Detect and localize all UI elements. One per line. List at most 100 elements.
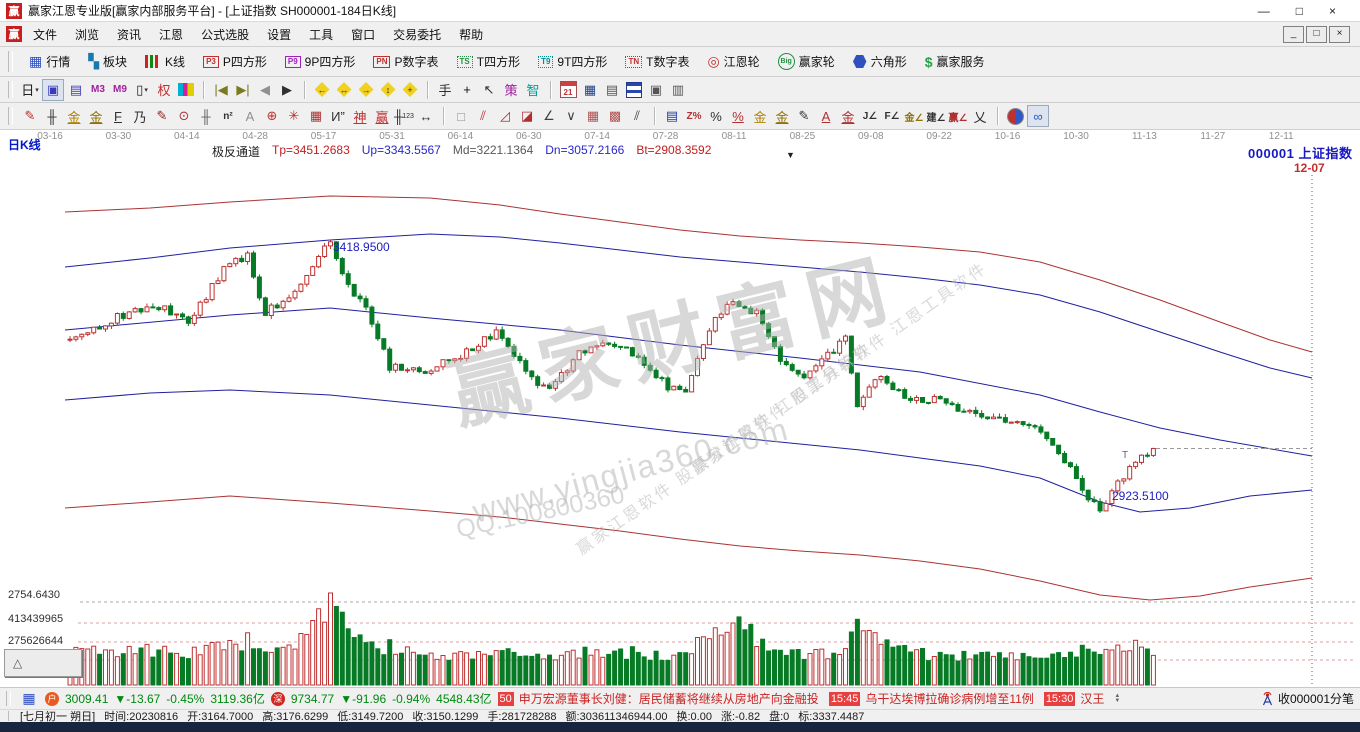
zoom-vertical-button[interactable]: ↕ [378, 80, 398, 100]
percent-tool[interactable]: % [710, 108, 722, 124]
quotes-grid-icon[interactable]: ▦ [22, 690, 36, 706]
arc-square-tool[interactable]: ◪ [520, 108, 534, 123]
pen-tool[interactable]: ✎ [24, 108, 36, 123]
wave-9-icon[interactable]: M9 [113, 84, 127, 95]
minimize-button[interactable]: — [1257, 3, 1270, 18]
menu-item-设置[interactable]: 设置 [267, 27, 292, 42]
color-chart-icon[interactable] [176, 80, 196, 100]
text-tool[interactable]: A [245, 108, 255, 124]
menu-item-交易委托[interactable]: 交易委托 [393, 27, 442, 42]
news-scroll-buttons[interactable]: ▲ ▼ [1114, 692, 1121, 704]
pen2-tool[interactable]: ✎ [798, 108, 810, 123]
menu-item-浏览[interactable]: 浏览 [75, 27, 100, 42]
period-day-selector[interactable]: 日 ▾ [21, 83, 39, 98]
ying-fence-tool[interactable]: 赢 [375, 109, 389, 125]
news-ticker[interactable]: 50 申万宏源董事长刘健：居民储蓄将继续从房地产向金融投 15:45 乌干达埃博拉确诊… [497, 690, 1105, 707]
scroll-down-icon[interactable]: ▼ [1114, 697, 1121, 704]
vee-tool[interactable]: ∨ [566, 108, 576, 123]
t-number-table-button[interactable]: TN T数字表 [618, 51, 696, 72]
kline-button[interactable]: K线 [138, 51, 192, 72]
gann-box-tool[interactable]: ▤ [665, 108, 679, 123]
f-fence-tool[interactable]: F [114, 108, 122, 124]
t9-square-button[interactable]: T9 9T四方形 [531, 51, 614, 72]
x-angle-tool[interactable]: 乂 [973, 109, 987, 125]
gann-wheel-button[interactable]: ◎ 江恩轮 [700, 51, 766, 72]
hexagon-button[interactable]: 六角形 [846, 51, 914, 72]
menu-item-文件[interactable]: 文件 [33, 27, 58, 42]
parallel-tool[interactable]: ⫽ [634, 108, 640, 123]
print-icon[interactable]: ▥ [671, 81, 685, 97]
expand-pane-button[interactable]: △ [4, 649, 82, 677]
news-headline[interactable]: 汉王 [1080, 692, 1105, 706]
winner-service-button[interactable]: $ 赢家服务 [918, 51, 992, 72]
crosshair-circle-tool[interactable]: ⊕ [266, 108, 278, 123]
close-button[interactable]: × [1328, 3, 1336, 18]
jian-angle-tool[interactable]: 建∠ [926, 112, 946, 124]
kline-chart-svg[interactable] [0, 130, 1360, 687]
angle-tool[interactable]: ∠ [543, 108, 555, 123]
news-item[interactable]: 15:30 汉王 [1043, 690, 1105, 707]
kline-chart-area[interactable]: 赢家财富网 www.yingjia360.com QQ:100800360 赢家… [0, 130, 1360, 687]
ying-angle-tool[interactable]: 赢∠ [948, 112, 968, 124]
comb-tool[interactable]: ╫ [201, 108, 211, 124]
notepad-icon[interactable]: ▤ [605, 81, 619, 97]
p9-square-button[interactable]: P9 9P四方形 [278, 51, 362, 72]
gold-fence-tool[interactable]: 金 [67, 109, 81, 125]
f-angle-tool[interactable]: F∠ [884, 110, 900, 122]
percent-line-tool[interactable]: % [732, 108, 744, 124]
jump-end-button[interactable]: ▶| [236, 81, 250, 97]
candle-style-selector[interactable]: ▯ ▾ [136, 81, 148, 97]
brush-tool[interactable]: ✎ [156, 108, 168, 123]
gold-fence2-tool[interactable]: 金 [89, 109, 103, 125]
shen-fence-tool[interactable]: 神 [353, 109, 367, 125]
child-restore-button[interactable]: □ [1306, 25, 1327, 43]
infinity-toggle[interactable]: ∞ [1027, 105, 1049, 127]
zpercent-tool[interactable]: Z% [686, 110, 702, 122]
menu-item-江恩[interactable]: 江恩 [159, 27, 184, 42]
wave-3-icon[interactable]: M3 [91, 84, 105, 95]
shift-right-button[interactable]: → [356, 80, 376, 100]
shift-both-button[interactable]: ↔ [334, 80, 354, 100]
news-headline[interactable]: 申万宏源董事长刘健：居民储蓄将继续从房地产向金融投 [518, 692, 819, 706]
t-square-button[interactable]: TS T四方形 [450, 51, 528, 72]
j-angle-tool[interactable]: J∠ [862, 110, 878, 122]
fan-square-tool[interactable]: ◿ [500, 108, 510, 123]
gann-fence-tool[interactable]: ╫ [47, 108, 57, 124]
ai-icon[interactable]: 智 [526, 83, 540, 98]
strategy-icon[interactable]: 策 [504, 83, 518, 98]
a-level-tool[interactable]: A [821, 108, 831, 124]
zoom-all-button[interactable]: + [400, 80, 420, 100]
pointer-tool[interactable]: ↖ [483, 81, 495, 97]
shift-left-button[interactable]: ← [312, 80, 332, 100]
quote-list-icon[interactable]: ▤ [69, 81, 83, 97]
scroll-up-icon[interactable]: ▲ [1114, 692, 1121, 699]
fan-lines-tool[interactable]: ⫽ [480, 108, 486, 123]
window-layout-icon[interactable]: ▣ [42, 78, 64, 101]
prev-bar-button[interactable]: ◀ [260, 81, 270, 97]
n-quote-tool[interactable]: И” [331, 108, 345, 124]
menu-item-公式选股[interactable]: 公式选股 [201, 27, 250, 42]
p-square-button[interactable]: P3 P四方形 [196, 51, 274, 72]
yinyang-toggle[interactable] [1005, 106, 1025, 126]
news-item[interactable]: 15:45 乌干达埃博拉确诊病例增至11例 [828, 690, 1034, 707]
next-bar-button[interactable]: ▶ [282, 81, 292, 97]
menu-item-工具[interactable]: 工具 [309, 27, 334, 42]
dual-screen-icon[interactable]: ▣ [649, 81, 663, 97]
sectors-button[interactable]: ▚ 板块 [81, 51, 134, 72]
child-close-button[interactable]: × [1329, 25, 1350, 43]
gold-red-tool[interactable]: 金 [841, 109, 855, 125]
time-circle-tool[interactable]: ⊙ [178, 108, 190, 123]
save-icon[interactable] [624, 80, 644, 100]
hook-tool[interactable]: 乃 [133, 109, 147, 125]
pan-hand-tool[interactable]: 手 [438, 83, 452, 98]
jump-start-button[interactable]: |◀ [214, 81, 228, 97]
crosshair-tool[interactable]: + [463, 82, 471, 97]
n2-fence-tool[interactable]: n² [223, 110, 233, 122]
box-tool[interactable]: □ [457, 108, 465, 124]
p-number-table-button[interactable]: PN P数字表 [366, 51, 445, 72]
grid2-tool[interactable]: ▩ [608, 108, 622, 123]
menu-item-帮助[interactable]: 帮助 [459, 27, 484, 42]
restore-button[interactable]: □ [1295, 3, 1303, 18]
grid1-tool[interactable]: ▦ [586, 108, 600, 123]
gold-level-tool[interactable]: 金 [775, 109, 789, 125]
